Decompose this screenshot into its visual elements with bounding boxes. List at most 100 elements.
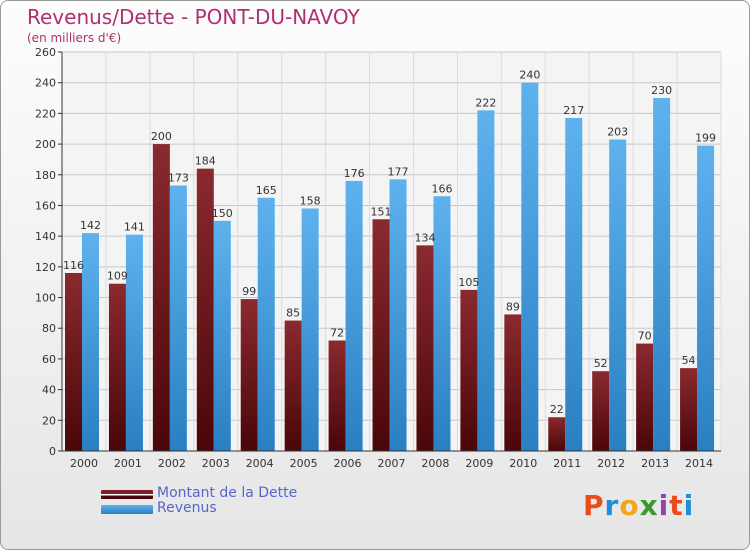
bar-debt <box>240 299 258 451</box>
data-label-revenue: 150 <box>212 207 233 220</box>
bar-revenue <box>697 145 715 451</box>
bar-revenue <box>345 180 363 451</box>
data-label-revenue: 142 <box>80 219 101 232</box>
bar-revenue <box>301 208 319 451</box>
legend-label-revenue: Revenus <box>157 500 217 516</box>
data-label-debt: 109 <box>107 270 128 283</box>
bar-debt <box>108 283 126 451</box>
bar-debt <box>372 219 390 451</box>
bar-debt <box>592 371 610 451</box>
chart-title: Revenus/Dette - PONT-DU-NAVOY <box>27 5 360 29</box>
x-tick-label: 2002 <box>158 457 186 470</box>
bar-revenue <box>521 82 539 451</box>
bar-chart: 1161421091412001731841509916585158721761… <box>35 46 722 470</box>
y-tick-label: 40 <box>42 384 56 397</box>
data-label-debt: 151 <box>371 205 392 218</box>
x-tick-label: 2006 <box>334 457 362 470</box>
x-tick-label: 2013 <box>641 457 669 470</box>
data-label-revenue: 158 <box>300 195 321 208</box>
logo-letter: i <box>683 489 695 522</box>
logo-letter: i <box>658 489 670 522</box>
bar-revenue <box>609 139 627 451</box>
data-label-debt: 85 <box>286 307 300 320</box>
proxiti-logo: Proxiti <box>583 489 694 522</box>
x-tick-label: 2005 <box>290 457 318 470</box>
bar-revenue <box>213 220 231 451</box>
y-tick-label: 240 <box>35 77 56 90</box>
data-label-debt: 54 <box>682 354 696 367</box>
bar-revenue <box>653 98 671 452</box>
x-tick-label: 2000 <box>70 457 98 470</box>
data-label-revenue: 177 <box>388 165 409 178</box>
y-tick-label: 140 <box>35 230 56 243</box>
y-tick-label: 260 <box>35 46 56 59</box>
bar-debt <box>196 168 214 451</box>
data-label-revenue: 166 <box>431 182 452 195</box>
bar-debt <box>416 245 434 451</box>
data-label-debt: 200 <box>151 130 172 143</box>
bar-revenue <box>565 117 583 451</box>
data-label-debt: 184 <box>195 155 216 168</box>
data-label-debt: 99 <box>242 285 256 298</box>
data-label-debt: 105 <box>458 276 479 289</box>
bar-revenue <box>433 196 451 451</box>
data-label-debt: 134 <box>414 231 435 244</box>
legend-label-debt: Montant de la Dette <box>157 485 298 501</box>
bar-debt <box>328 340 346 451</box>
data-label-revenue: 176 <box>344 167 365 180</box>
bar-debt <box>680 368 698 451</box>
data-label-revenue: 141 <box>124 221 145 234</box>
logo-letter: P <box>583 489 605 522</box>
data-label-debt: 72 <box>330 327 344 340</box>
bar-debt <box>460 289 478 451</box>
bar-debt <box>636 343 654 451</box>
x-tick-label: 2010 <box>509 457 537 470</box>
y-tick-label: 60 <box>42 353 56 366</box>
y-tick-label: 80 <box>42 322 56 335</box>
x-tick-label: 2008 <box>421 457 449 470</box>
bar-revenue <box>169 185 187 451</box>
logo-letter: t <box>669 489 684 522</box>
bar-revenue <box>477 110 495 452</box>
y-tick-label: 200 <box>35 138 56 151</box>
x-tick-label: 2012 <box>597 457 625 470</box>
bar-debt <box>504 314 522 451</box>
data-label-revenue: 165 <box>256 184 277 197</box>
bar-debt <box>65 272 82 451</box>
bar-debt <box>284 320 302 451</box>
x-tick-label: 2014 <box>685 457 713 470</box>
logo-letter: r <box>604 489 620 522</box>
bar-debt <box>152 144 170 452</box>
data-label-revenue: 217 <box>563 104 584 117</box>
data-label-revenue: 240 <box>519 69 540 82</box>
chart-subtitle: (en milliers d'€) <box>27 31 122 45</box>
data-label-debt: 52 <box>594 357 608 370</box>
logo-letter: o <box>619 489 640 522</box>
y-tick-label: 180 <box>35 169 56 182</box>
x-tick-label: 2007 <box>378 457 406 470</box>
bar-revenue <box>125 234 143 451</box>
data-label-debt: 116 <box>63 259 84 272</box>
x-tick-label: 2011 <box>553 457 581 470</box>
bar-revenue <box>389 179 407 451</box>
x-tick-label: 2004 <box>246 457 274 470</box>
data-label-revenue: 199 <box>695 132 716 145</box>
x-tick-label: 2001 <box>114 457 142 470</box>
data-label-revenue: 230 <box>651 84 672 97</box>
legend-swatch-revenue <box>101 505 153 514</box>
data-label-revenue: 203 <box>607 125 628 138</box>
y-tick-label: 20 <box>42 414 56 427</box>
bar-revenue <box>82 233 99 451</box>
data-label-revenue: 222 <box>475 96 496 109</box>
data-label-debt: 89 <box>506 300 520 313</box>
data-label-revenue: 173 <box>168 172 189 185</box>
data-label-debt: 22 <box>550 403 564 416</box>
x-tick-label: 2009 <box>465 457 493 470</box>
x-tick-label: 2003 <box>202 457 230 470</box>
y-tick-label: 0 <box>49 445 56 458</box>
bar-revenue <box>257 197 275 451</box>
y-tick-label: 220 <box>35 107 56 120</box>
bar-debt <box>548 417 566 451</box>
logo-letter: x <box>639 489 659 522</box>
